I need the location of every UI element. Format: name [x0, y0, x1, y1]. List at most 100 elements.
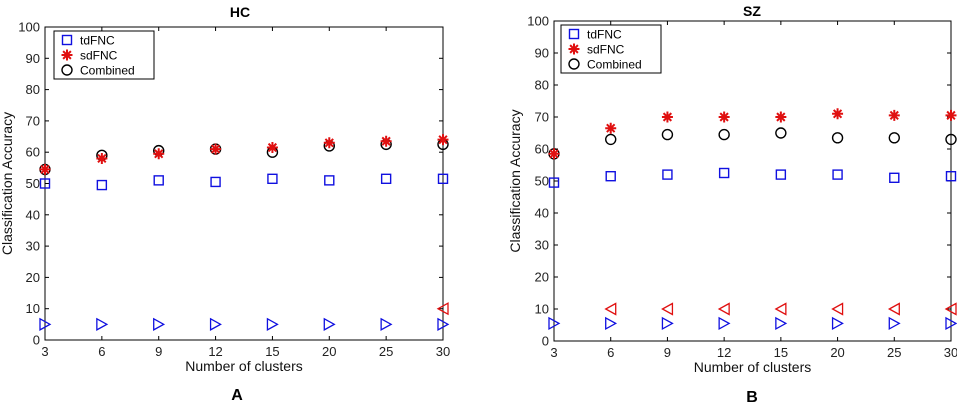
series-tdfnc: [39, 173, 449, 191]
y-tick-label: 80: [535, 78, 549, 93]
series-triangle-left: [436, 302, 449, 316]
y-tick-label: 20: [26, 270, 40, 285]
data-point: [39, 178, 51, 189]
x-tick-label: 6: [607, 345, 614, 360]
x-axis-label: Number of clusters: [185, 358, 302, 374]
data-point: [153, 317, 166, 331]
y-tick-label: 40: [535, 206, 549, 221]
data-point: [718, 111, 730, 123]
y-tick-label: 0: [542, 334, 549, 349]
data-point: [888, 316, 901, 330]
y-tick-label: 70: [26, 113, 40, 128]
data-point: [945, 133, 957, 146]
y-tick-label: 50: [26, 176, 40, 191]
chart-title: SZ: [743, 3, 761, 19]
data-point: [96, 317, 109, 331]
x-tick-label: 20: [830, 345, 844, 360]
data-point: [717, 302, 730, 316]
legend-marker: [568, 43, 580, 55]
y-axis-label: Classification Accuracy: [507, 109, 523, 252]
data-point: [437, 134, 449, 146]
data-point: [153, 148, 165, 160]
data-point: [661, 111, 673, 123]
y-tick-label: 100: [18, 20, 40, 35]
data-point: [267, 173, 278, 185]
data-point: [548, 148, 560, 160]
data-point: [96, 179, 108, 191]
data-point: [661, 302, 674, 316]
x-axis-label: Number of clusters: [694, 359, 811, 375]
data-point: [774, 302, 787, 316]
data-point: [605, 133, 617, 146]
data-point: [605, 122, 617, 134]
y-tick-label: 50: [535, 174, 549, 189]
data-point: [437, 173, 449, 185]
data-point: [831, 132, 844, 144]
series-sdfnc: [548, 108, 957, 160]
x-tick-label: 3: [550, 345, 557, 360]
chart-title: HC: [230, 4, 250, 20]
data-point: [324, 175, 335, 186]
chart-panel-a: 0 10 20 30 40 50 60 70 80 90 100 3 6 9 12 15 20 25 30 Numbe…: [0, 4, 450, 404]
data-point: [718, 128, 730, 141]
data-point: [832, 108, 844, 120]
series-triangle-right: [548, 316, 957, 330]
series-sdfnc: [39, 134, 449, 175]
data-point: [718, 316, 731, 330]
data-point: [775, 111, 787, 123]
data-point: [436, 302, 449, 316]
data-point: [323, 317, 336, 331]
x-tick-label: 15: [265, 344, 279, 359]
y-tick-label: 30: [26, 239, 40, 254]
data-point: [944, 302, 957, 316]
y-tick-label: 10: [535, 302, 549, 317]
y-tick-label: 20: [535, 270, 549, 285]
data-point: [832, 169, 843, 180]
data-point: [831, 316, 844, 330]
data-point: [39, 317, 52, 331]
x-tick-label: 12: [717, 345, 731, 360]
data-point: [209, 317, 222, 331]
legend-entry: Combined: [587, 58, 642, 72]
data-point: [661, 128, 674, 141]
x-tick-label: 30: [944, 345, 957, 360]
legend-marker: [61, 34, 73, 46]
y-tick-label: 10: [26, 301, 40, 316]
panel-label: A: [231, 387, 243, 404]
y-tick-label: 80: [26, 82, 40, 97]
x-tick-label: 20: [322, 344, 336, 359]
data-point: [548, 316, 561, 330]
data-point: [266, 142, 278, 154]
x-tick-label: 15: [774, 345, 788, 360]
legend-marker: [568, 28, 580, 40]
y-tick-label: 60: [26, 145, 40, 160]
legend-entry: Combined: [80, 64, 135, 78]
y-tick-label: 30: [535, 238, 549, 253]
data-point: [604, 302, 617, 316]
series-triangle-left: [604, 302, 957, 316]
data-point: [718, 167, 730, 179]
y-axis-label: Classification Accuracy: [0, 112, 15, 255]
y-tick-label: 70: [535, 110, 549, 125]
legend-entry: sdFNC: [80, 49, 118, 63]
chart-panel-b: 0 10 20 30 40 50 60 70 80 90 100 3 6 9 12 15 20 25 30 Numbe…: [507, 3, 957, 406]
data-point: [661, 316, 674, 330]
data-point: [945, 170, 957, 182]
x-tick-label: 25: [887, 345, 901, 360]
series-triangle-right: [39, 317, 450, 331]
data-point: [888, 132, 900, 144]
data-point: [887, 302, 900, 316]
legend-marker: [568, 58, 580, 70]
y-tick-label: 100: [527, 14, 549, 29]
data-point: [945, 109, 957, 121]
x-tick-label: 9: [664, 345, 671, 360]
legend-entry: tdFNC: [80, 34, 115, 48]
data-point: [775, 316, 788, 330]
data-point: [775, 127, 787, 139]
x-tick-label: 12: [208, 344, 222, 359]
data-point: [831, 302, 844, 316]
data-point: [888, 109, 900, 121]
panel-label: B: [746, 389, 758, 406]
